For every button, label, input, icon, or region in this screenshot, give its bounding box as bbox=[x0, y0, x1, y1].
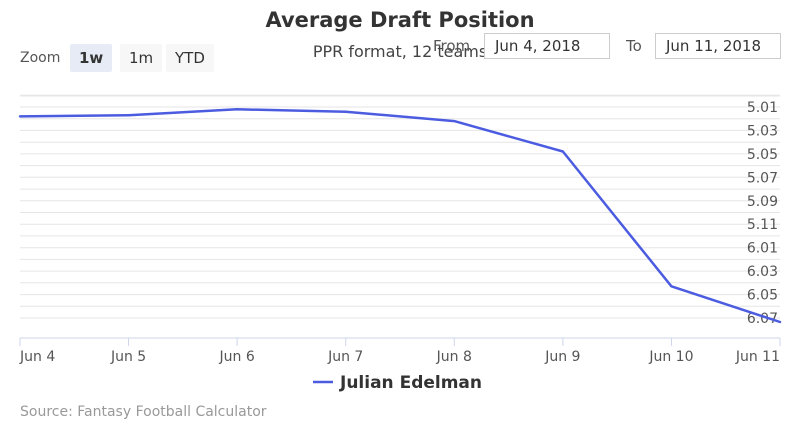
grid-lines bbox=[20, 94, 780, 319]
y-tick-label: 5.11 bbox=[747, 217, 778, 233]
x-tick-label: Jun 7 bbox=[327, 349, 363, 365]
x-tick-label: Jun 6 bbox=[219, 349, 255, 365]
zoom-1m-button[interactable]: 1m bbox=[120, 44, 163, 72]
zoom-1w-button[interactable]: 1w bbox=[70, 44, 113, 72]
y-tick-label: 6.05 bbox=[747, 288, 778, 304]
x-tick-label: Jun 9 bbox=[544, 349, 580, 365]
x-tick-label: Jun 10 bbox=[648, 349, 693, 365]
chart-title: Average Draft Position bbox=[265, 8, 535, 32]
x-tick-label: Jun 5 bbox=[110, 349, 146, 365]
y-axis-ticks: 5.01 5.03 5.05 5.07 5.09 5.11 6.01 6.03 6.05 6.07 bbox=[747, 100, 778, 327]
y-tick-label: 5.05 bbox=[747, 147, 778, 163]
x-axis: Jun 4 Jun 5 Jun 6 Jun 7 Jun 8 Jun 9 Jun 10 Jun … bbox=[19, 337, 781, 365]
y-tick-label: 6.03 bbox=[747, 264, 778, 280]
y-tick-label: 5.01 bbox=[747, 100, 778, 116]
source-credit: Source: Fantasy Football Calculator bbox=[20, 404, 267, 420]
zoom-label: Zoom bbox=[20, 50, 61, 66]
x-tick-label: Jun 8 bbox=[436, 349, 472, 365]
chart-subtitle: PPR format, 12 teams bbox=[312, 42, 488, 61]
y-tick-label: 5.07 bbox=[747, 170, 778, 186]
legend[interactable]: Julian Edelman bbox=[313, 373, 482, 393]
legend-label[interactable]: Julian Edelman bbox=[339, 373, 482, 393]
y-tick-label: 6.07 bbox=[747, 311, 778, 327]
y-tick-label: 5.03 bbox=[747, 123, 778, 139]
series-line-julian-edelman[interactable] bbox=[18, 108, 782, 324]
x-tick-label: Jun 11 bbox=[735, 349, 780, 365]
series-layer bbox=[18, 108, 782, 324]
y-tick-label: 5.09 bbox=[747, 194, 778, 210]
range-to-input[interactable]: Jun 11, 2018 bbox=[655, 33, 781, 59]
x-tick-label: Jun 4 bbox=[19, 349, 55, 365]
range-from-input[interactable]: Jun 4, 2018 bbox=[484, 33, 610, 59]
zoom-ytd-button[interactable]: YTD bbox=[166, 44, 214, 72]
range-from-label: From bbox=[433, 37, 471, 55]
range-to-label: To bbox=[626, 37, 642, 55]
y-tick-label: 6.01 bbox=[747, 241, 778, 257]
